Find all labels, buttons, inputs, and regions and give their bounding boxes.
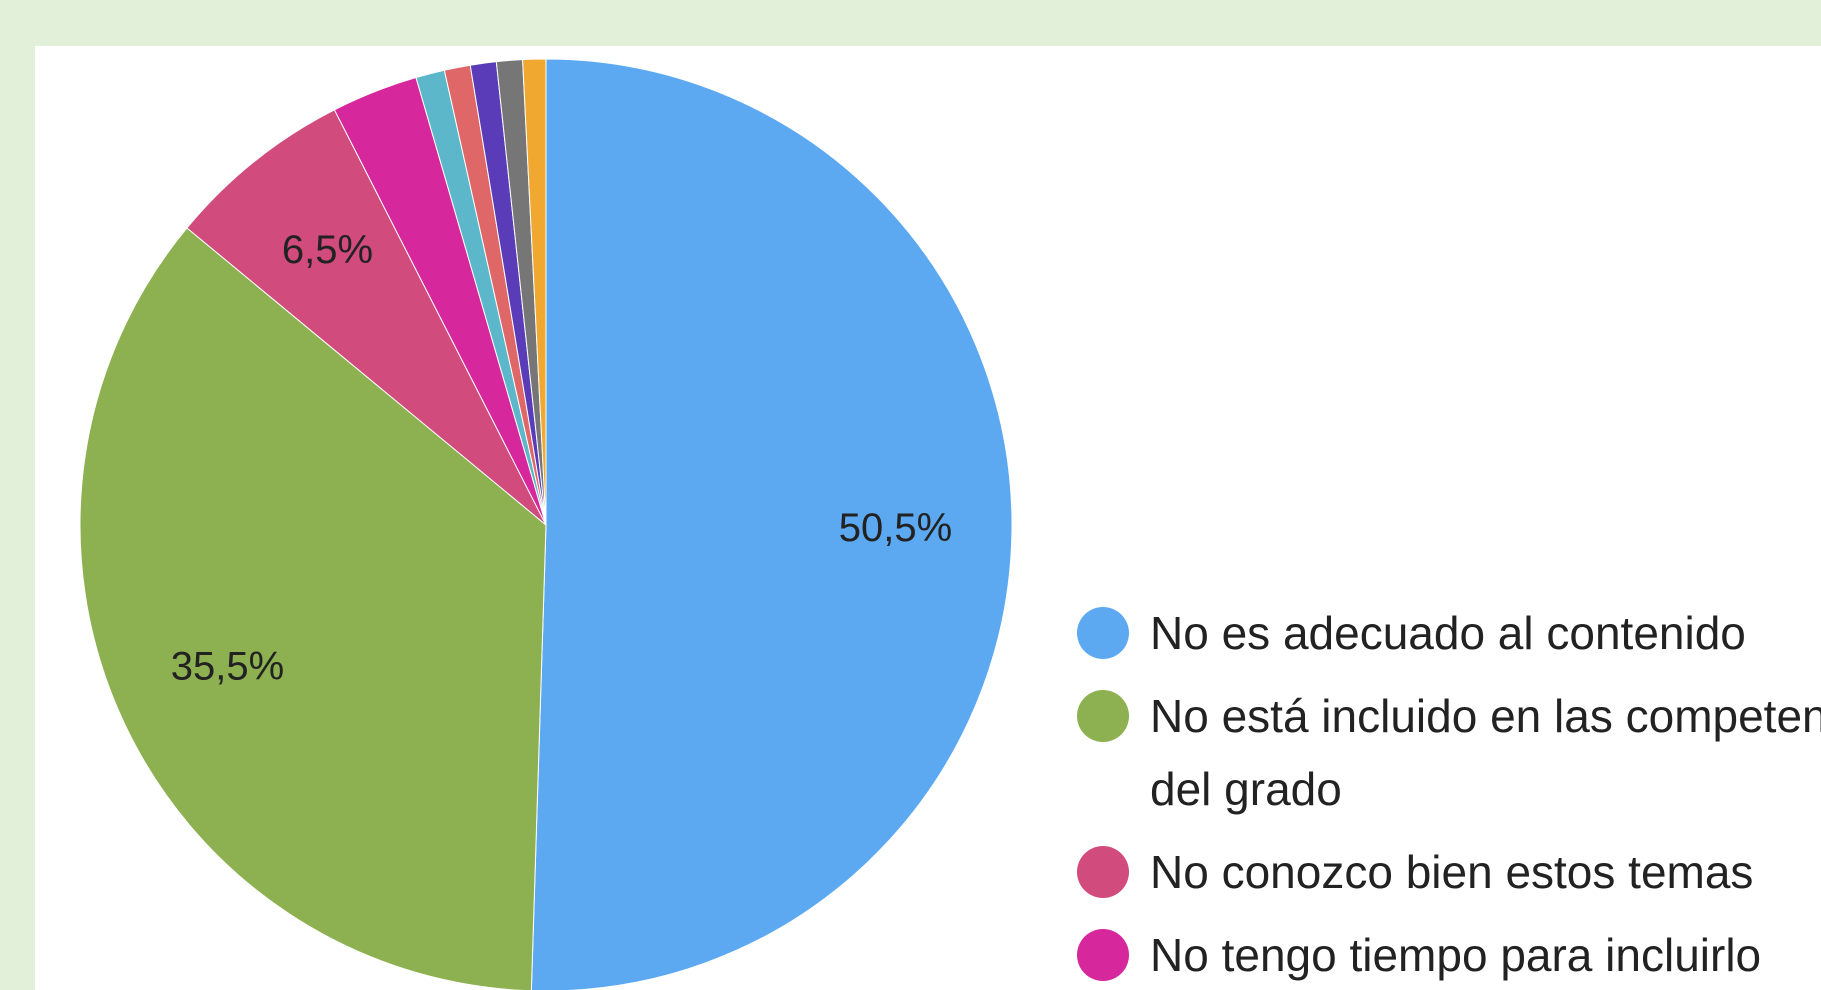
legend-label: No conozco bien estos temas: [1150, 846, 1754, 898]
slice-label: 6,5%: [282, 228, 373, 272]
legend-swatch: [1077, 690, 1129, 742]
legend-swatch: [1077, 846, 1129, 898]
legend-item: No tengo tiempo para incluirlo: [1077, 919, 1821, 990]
legend: No es adecuado al contenido No está inclu…: [1077, 597, 1821, 990]
legend-swatch: [1077, 929, 1129, 981]
legend-label: No tengo tiempo para incluirlo: [1150, 929, 1762, 981]
pie-slice: [79, 227, 547, 990]
pie-chart: 50,5% 35,5% 6,5%: [79, 58, 1013, 990]
pie-slice: [186, 109, 547, 526]
legend-item: No está incluido en las competencias del…: [1077, 680, 1821, 826]
slice-label: 35,5%: [171, 644, 284, 688]
legend-item: No es adecuado al contenido: [1077, 597, 1821, 670]
pie-slice: [530, 58, 1013, 990]
pie-slice: [522, 58, 547, 526]
legend-label: No es adecuado al contenido: [1150, 607, 1746, 659]
legend-item: No conozco bien estos temas: [1077, 836, 1821, 909]
slice-label: 50,5%: [839, 506, 952, 550]
legend-swatch: [1077, 607, 1129, 659]
chart-panel: 50,5% 35,5% 6,5% No es adecuado al conteni…: [35, 46, 1821, 990]
legend-label: No está incluido en las competencias del…: [1150, 690, 1821, 815]
